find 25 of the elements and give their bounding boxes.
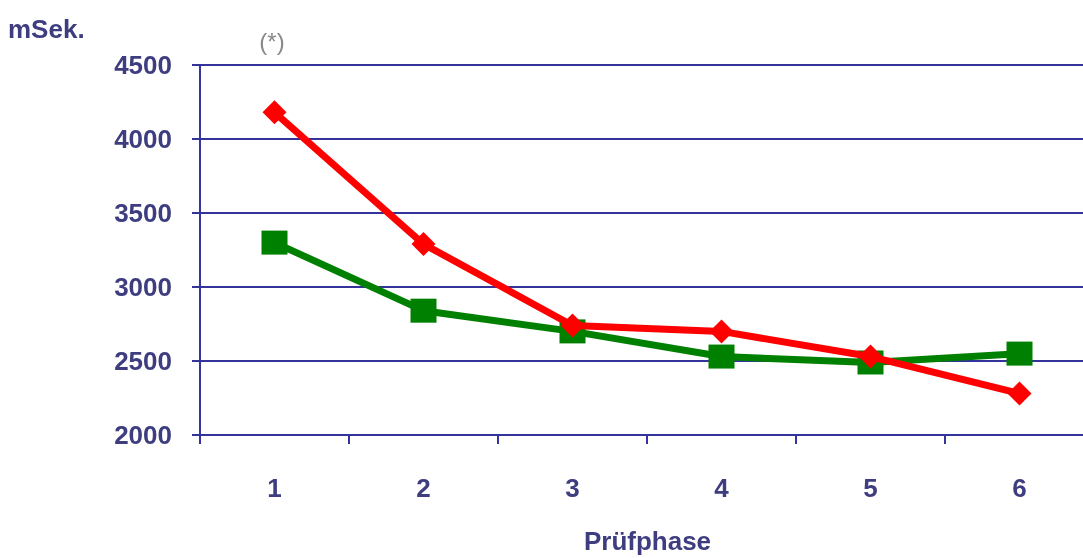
point (709, 319, 734, 344)
x-tick-label: 3 (565, 473, 580, 503)
point (262, 100, 287, 125)
y-tick-label: 3000 (114, 272, 172, 303)
y-tick-label: 2000 (114, 420, 172, 451)
point (708, 344, 735, 369)
x-axis-title: Prüfphase (583, 526, 712, 556)
y-tick-label: 3500 (114, 198, 172, 229)
point (1006, 341, 1033, 366)
text: (*) (259, 28, 285, 55)
point (560, 313, 585, 338)
y-tick-label: 4500 (114, 50, 172, 81)
y-axis-title: mSek. (8, 14, 85, 44)
point (261, 230, 288, 255)
point (410, 298, 437, 323)
point (411, 232, 436, 257)
point (1007, 381, 1032, 406)
y-tick-label: 4000 (114, 124, 172, 155)
x-tick-label: 6 (1012, 473, 1027, 503)
point (858, 344, 883, 369)
x-tick-label: 5 (863, 473, 878, 503)
y-tick-label: 2500 (114, 346, 172, 377)
x-tick-label: 2 (416, 473, 431, 503)
x-tick-label: 1 (267, 473, 282, 503)
x-tick-label: 4 (714, 473, 730, 503)
